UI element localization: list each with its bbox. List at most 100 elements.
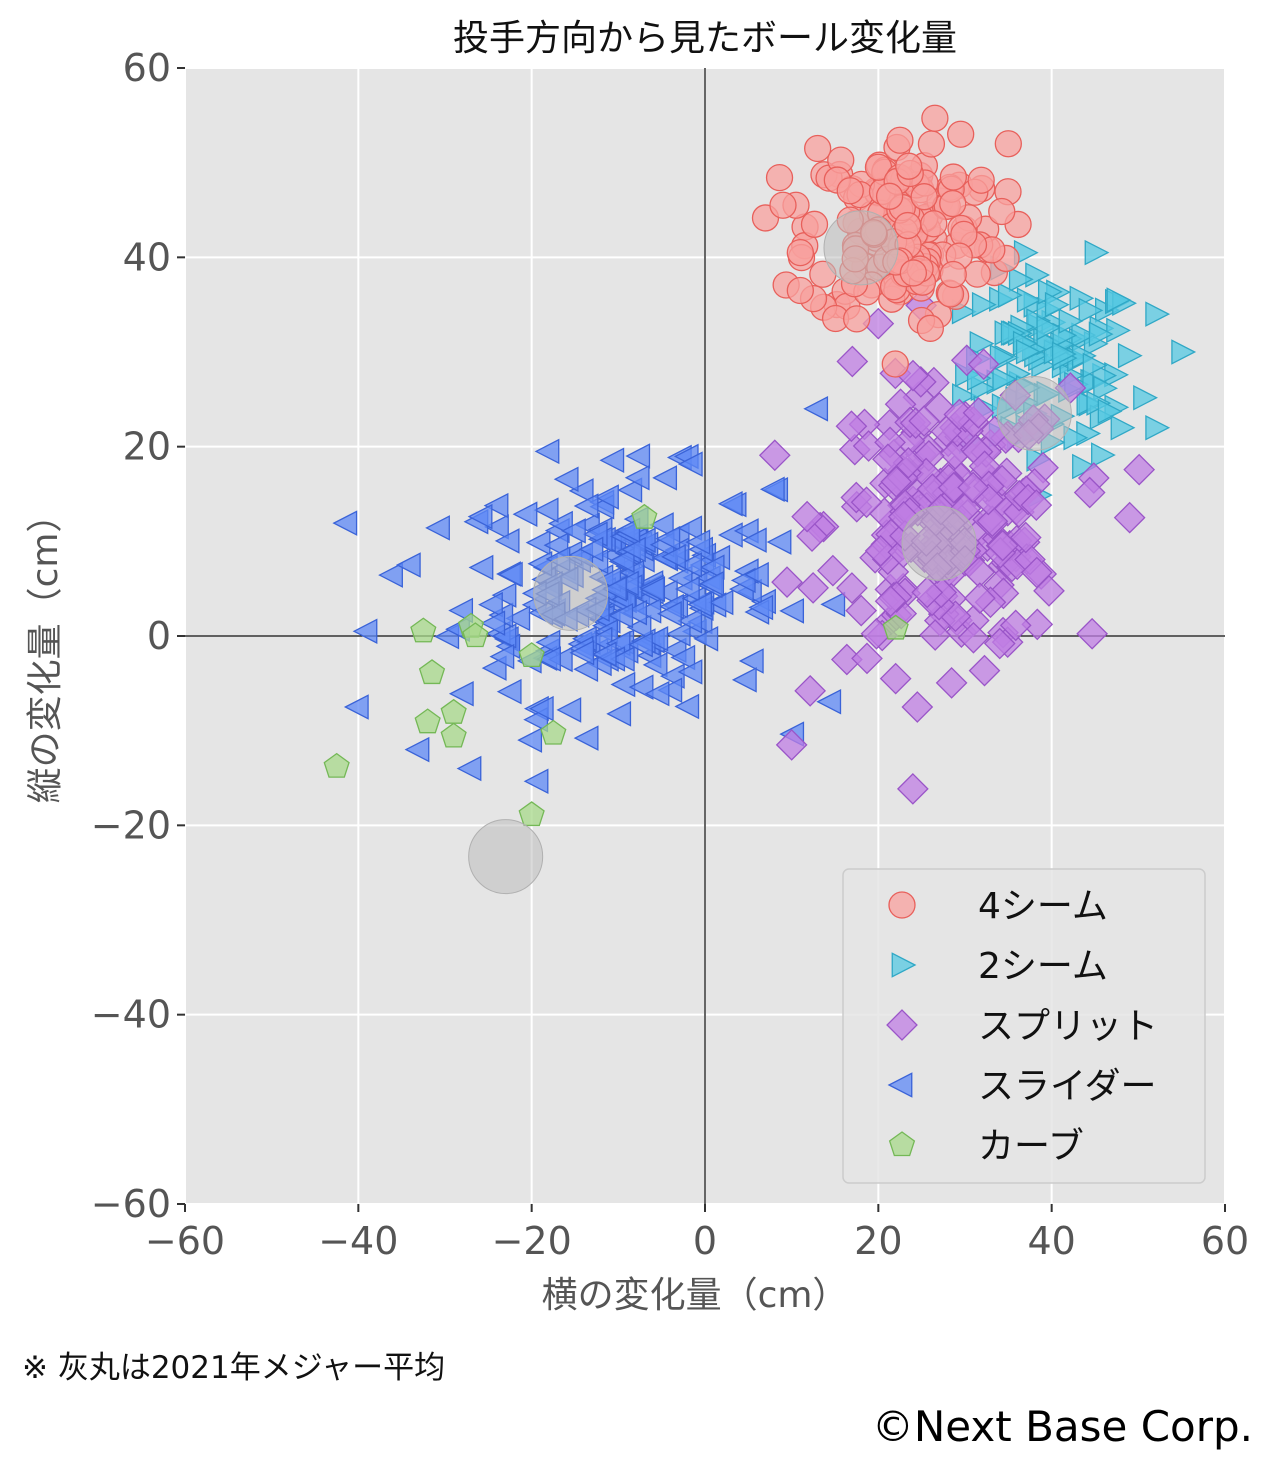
data-point-triangle-left xyxy=(693,626,719,652)
data-point-triangle-right xyxy=(1171,339,1197,365)
data-point-triangle-left xyxy=(665,621,691,647)
data-point-triangle-left xyxy=(643,625,669,652)
data-point-triangle-left xyxy=(512,501,538,527)
data-point-triangle-left xyxy=(578,536,604,562)
x-axis-label: 横の変化量（cm） xyxy=(542,1275,849,1316)
data-point-triangle-left xyxy=(569,640,595,666)
data-point-diamond xyxy=(775,728,808,761)
data-point-circle xyxy=(804,134,832,163)
data-point-circle xyxy=(836,177,864,205)
data-point-triangle-left xyxy=(602,576,627,602)
data-point-circle xyxy=(988,197,1016,226)
x-tick-label: −60 xyxy=(145,1219,225,1263)
data-point-circle xyxy=(917,130,946,158)
data-point-triangle-right xyxy=(971,291,997,318)
data-point-pentagon xyxy=(418,659,446,685)
data-point-triangle-left xyxy=(505,605,531,632)
data-point-triangle-left xyxy=(717,491,743,517)
data-point-triangle-left xyxy=(628,631,653,658)
data-point-triangle-right xyxy=(1117,342,1143,369)
data-point-triangle-left xyxy=(496,678,522,705)
data-point-triangle-right xyxy=(1016,287,1042,313)
data-point-triangle-left xyxy=(677,608,703,634)
data-point-triangle-left xyxy=(332,510,358,536)
legend-marker-circle xyxy=(888,891,916,919)
data-point-circle xyxy=(947,120,975,148)
data-point-diamond xyxy=(845,594,878,627)
data-point-triangle-left xyxy=(534,438,560,465)
data-point-diamond xyxy=(851,642,883,675)
data-point-diamond xyxy=(919,619,952,651)
data-point-triangle-right xyxy=(1063,425,1089,451)
data-point-triangle-left xyxy=(467,503,493,530)
data-point-triangle-right xyxy=(1078,297,1104,324)
data-point-triangle-left xyxy=(685,529,711,555)
data-point-triangle-left xyxy=(674,576,700,602)
data-point-circle xyxy=(886,126,914,154)
data-point-triangle-left xyxy=(779,598,805,624)
data-point-circle xyxy=(921,104,949,132)
data-point-triangle-left xyxy=(744,561,769,588)
data-point-triangle-left xyxy=(803,396,829,422)
data-point-triangle-left xyxy=(484,514,509,540)
data-point-diamond xyxy=(1113,501,1146,534)
data-point-triangle-left xyxy=(395,552,421,578)
data-point-pentagon xyxy=(410,617,437,643)
data-point-pentagon xyxy=(414,708,441,734)
data-point-triangle-left xyxy=(568,478,594,504)
data-point-triangle-left xyxy=(533,497,559,523)
data-point-pentagon xyxy=(882,614,909,640)
data-point-circle xyxy=(994,130,1022,158)
league-average-circle xyxy=(823,210,899,286)
data-point-triangle-left xyxy=(677,659,703,685)
x-tick-label: 0 xyxy=(693,1219,717,1263)
data-point-circle xyxy=(920,210,948,238)
data-point-triangle-left xyxy=(523,768,549,795)
data-point-triangle-left xyxy=(491,582,517,608)
data-point-circle xyxy=(843,305,871,333)
y-tick-label: 0 xyxy=(147,614,171,658)
data-point-triangle-left xyxy=(480,610,506,636)
data-point-diamond xyxy=(1076,617,1109,650)
data-point-diamond xyxy=(836,572,868,604)
data-point-diamond xyxy=(794,674,827,707)
data-point-triangle-left xyxy=(731,667,757,693)
data-point-triangle-left xyxy=(639,576,665,603)
legend-label: スライダー xyxy=(978,1066,1157,1107)
data-point-pentagon xyxy=(440,722,467,748)
data-point-circle xyxy=(939,260,967,289)
data-point-diamond xyxy=(957,621,990,654)
data-point-triangle-left xyxy=(489,643,515,670)
data-point-triangle-left xyxy=(404,736,430,763)
chart-title: 投手方向から見たボール変化量 xyxy=(453,18,957,59)
data-point-triangle-left xyxy=(748,594,774,621)
data-point-diamond xyxy=(911,576,944,609)
data-point-circle xyxy=(875,182,904,210)
data-point-triangle-left xyxy=(561,518,586,544)
x-tick-label: 60 xyxy=(1201,1219,1249,1263)
data-point-diamond xyxy=(896,773,929,805)
data-point-diamond xyxy=(864,534,897,567)
data-point-triangle-left xyxy=(648,512,674,538)
data-point-triangle-left xyxy=(624,464,650,491)
data-point-diamond xyxy=(797,572,829,604)
data-point-triangle-left xyxy=(677,451,703,477)
data-point-triangle-right xyxy=(1058,308,1084,334)
data-point-triangle-left xyxy=(661,544,686,570)
data-point-triangle-left xyxy=(609,547,635,574)
data-point-triangle-right xyxy=(1133,384,1158,411)
data-point-diamond xyxy=(962,396,995,429)
data-point-triangle-left xyxy=(483,492,509,519)
data-point-triangle-left xyxy=(759,476,785,503)
legend-marker-pentagon xyxy=(888,1131,916,1157)
x-tick-label: 20 xyxy=(854,1219,902,1263)
data-point-triangle-left xyxy=(816,688,842,715)
data-point-triangle-left xyxy=(456,755,482,782)
data-point-triangle-left xyxy=(528,695,554,722)
data-point-triangle-left xyxy=(343,694,369,720)
data-point-triangle-left xyxy=(677,552,702,578)
data-point-triangle-right xyxy=(1036,315,1062,341)
data-point-triangle-left xyxy=(481,655,507,681)
data-point-triangle-left xyxy=(655,525,681,552)
data-point-triangle-right xyxy=(1084,239,1110,266)
